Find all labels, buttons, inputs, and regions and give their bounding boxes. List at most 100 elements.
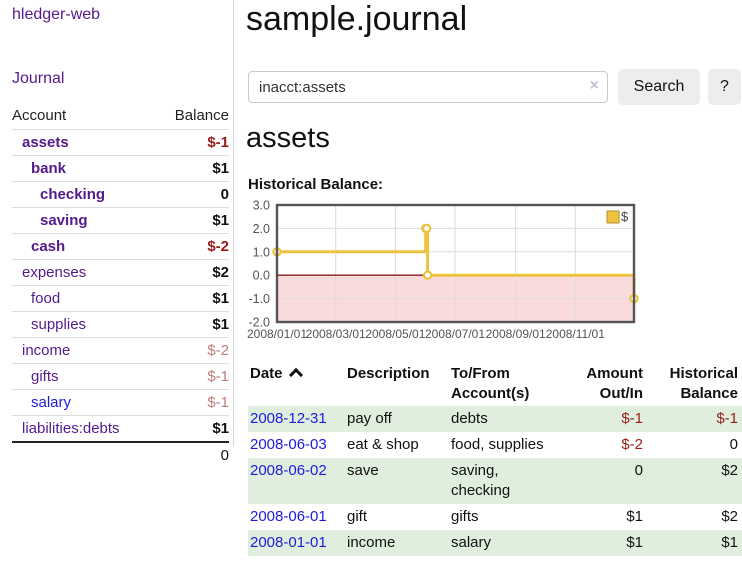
clear-search-icon[interactable]: × — [589, 77, 599, 94]
transaction-date-link[interactable]: 2008-06-01 — [250, 508, 327, 525]
account-link-gifts[interactable]: gifts — [31, 368, 59, 385]
plot-border — [275, 203, 636, 324]
transaction-amount: $1 — [626, 534, 643, 551]
x-tick-label: 2008/07/01 — [425, 327, 485, 341]
search-input[interactable] — [248, 71, 608, 103]
account-name-cell: gifts — [12, 363, 157, 390]
account-balance: $1 — [156, 207, 229, 234]
register-header-amount-line2: Out/In — [599, 385, 643, 402]
account-name-cell: food — [12, 285, 157, 312]
search-button[interactable]: Search — [618, 69, 700, 105]
account-row: cash $-2 — [12, 233, 229, 260]
account-name-cell: supplies — [12, 311, 157, 338]
account-link-saving[interactable]: saving — [40, 212, 88, 229]
account-balance: $2 — [156, 259, 229, 286]
transaction-amount: $1 — [626, 508, 643, 525]
register-header-balance-line2: Balance — [680, 385, 738, 402]
register-row: 2008-12-31 pay off debts $-1 $-1 — [248, 406, 742, 432]
account-name-cell: cash — [12, 233, 157, 260]
account-row: food $1 — [12, 285, 229, 312]
accounts-header-balance: Balance — [174, 107, 229, 124]
sidebar-item-journal[interactable]: Journal — [12, 70, 65, 87]
sidebar: hledger-web Journal Account Balance asse… — [0, 0, 234, 468]
register-header-amount: Amount Out/In — [549, 362, 645, 406]
account-row: gifts $-1 — [12, 363, 229, 390]
register-header-row: Date Description To/From Account(s) Amou… — [248, 362, 742, 406]
page-title: sample.journal — [246, 0, 468, 38]
transaction-date-cell: 2008-12-31 — [248, 406, 345, 432]
transaction-balance: $1 — [721, 534, 738, 551]
y-tick-label: 3.0 — [253, 200, 270, 213]
register-table: Date Description To/From Account(s) Amou… — [248, 362, 742, 556]
account-balance: $-1 — [156, 389, 229, 416]
account-link-assets[interactable]: assets — [22, 134, 69, 151]
transaction-accounts: saving, checking — [451, 462, 511, 499]
historical-balance-chart[interactable]: $3.0 2.0 1.0 0.0 -1.0 -2.0 2008/01/01 2008/03/0… — [245, 199, 665, 345]
register-header-date-label: Date — [250, 365, 283, 382]
y-tick-label: -2.0 — [248, 316, 270, 330]
transaction-date-link[interactable]: 2008-06-02 — [250, 462, 327, 479]
transaction-accounts: food, supplies — [451, 436, 544, 453]
transaction-date-link[interactable]: 2008-01-01 — [250, 534, 327, 551]
account-name-cell: assets — [12, 129, 157, 156]
account-link-expenses[interactable]: expenses — [22, 264, 87, 281]
help-button[interactable]: ? — [708, 69, 741, 105]
transaction-accounts: gifts — [451, 508, 479, 525]
register-header-balance-line1: Historical — [669, 365, 738, 382]
x-tick-label: 2008/11/01 — [546, 327, 605, 341]
account-link-checking[interactable]: checking — [40, 186, 106, 203]
transaction-description: pay off — [347, 410, 392, 427]
account-row: liabilities:debts $1 — [12, 415, 229, 442]
account-link-supplies[interactable]: supplies — [31, 316, 87, 333]
account-link-bank[interactable]: bank — [31, 160, 67, 177]
account-link-income[interactable]: income — [22, 342, 71, 359]
account-name-cell: saving — [12, 207, 157, 234]
register-header-date[interactable]: Date — [248, 362, 345, 406]
transaction-amount: $-1 — [621, 410, 643, 427]
account-heading: assets — [246, 122, 330, 154]
account-row: bank $1 — [12, 155, 229, 182]
chart-canvas[interactable]: $3.0 2.0 1.0 0.0 -1.0 -2.02008/01/012008/03/0… — [245, 199, 665, 345]
accounts-total-value: 0 — [156, 441, 229, 468]
register-header-description: Description — [347, 365, 430, 382]
transaction-description: eat & shop — [347, 436, 419, 453]
account-balance: $1 — [156, 285, 229, 312]
accounts-header-row: Account Balance — [12, 103, 229, 130]
transaction-date-cell: 2008-06-02 — [248, 458, 345, 504]
account-name-cell: income — [12, 337, 157, 364]
accounts-balance-table: Account Balance assets $-1 bank $1 checking 0… — [12, 103, 229, 468]
x-tick-label: 2008/09/01 — [486, 327, 546, 341]
transaction-date-cell: 2008-06-03 — [248, 432, 345, 458]
transaction-balance: $2 — [721, 462, 738, 479]
account-row: income $-2 — [12, 337, 229, 364]
x-tick-label: 2008/03/01 — [306, 327, 366, 341]
account-balance: $1 — [156, 415, 229, 442]
account-balance: $-2 — [156, 233, 229, 260]
account-link-food[interactable]: food — [31, 290, 61, 307]
account-balance: 0 — [156, 181, 229, 208]
transaction-accounts: debts — [451, 410, 488, 427]
accounts-total-row: 0 — [12, 441, 229, 468]
transaction-description: income — [347, 534, 396, 551]
register-header-amount-line1: Amount — [586, 365, 643, 382]
transaction-balance: $2 — [721, 508, 738, 525]
account-balance: $-1 — [156, 129, 229, 156]
data-point-marker[interactable] — [421, 223, 432, 234]
transaction-balance: $-1 — [716, 410, 738, 427]
account-link-liabilities:debts[interactable]: liabilities:debts — [22, 420, 120, 437]
account-link-cash[interactable]: cash — [31, 238, 66, 255]
data-point-marker[interactable] — [422, 270, 433, 280]
historical-balance-label: Historical Balance: — [248, 176, 384, 193]
account-row: supplies $1 — [12, 311, 229, 338]
account-balance: $-1 — [156, 363, 229, 390]
account-name-cell: expenses — [12, 259, 157, 286]
register-row: 2008-06-03 eat & shop food, supplies $-2 0 — [248, 432, 742, 458]
register-row: 2008-06-02 save saving, checking 0 $2 — [248, 458, 742, 504]
account-link-salary[interactable]: salary — [31, 394, 72, 411]
transaction-date-link[interactable]: 2008-12-31 — [250, 410, 327, 427]
account-balance: $-2 — [156, 337, 229, 364]
x-tick-label: 2008/05/01 — [365, 327, 425, 341]
transaction-amount: $-2 — [621, 436, 643, 453]
app-brand-link[interactable]: hledger-web — [12, 6, 101, 23]
transaction-date-link[interactable]: 2008-06-03 — [250, 436, 327, 453]
